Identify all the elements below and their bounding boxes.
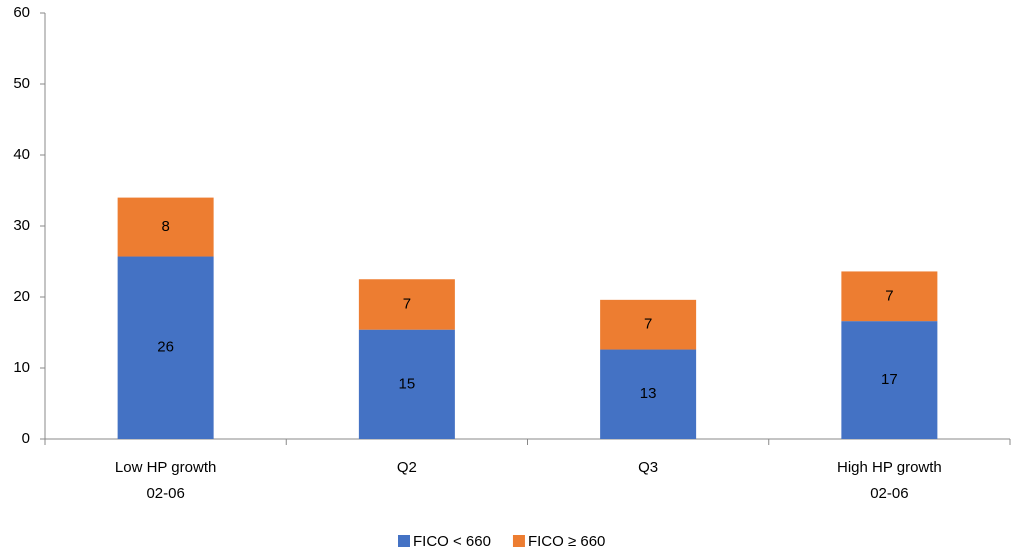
x-tick-label: High HP growth [837, 459, 942, 476]
data-label: 8 [161, 218, 169, 235]
x-tick-label: Low HP growth [115, 459, 216, 476]
legend-label: FICO ≥ 660 [528, 533, 605, 550]
x-tick-label: 02-06 [870, 485, 908, 502]
y-tick-label: 50 [13, 75, 30, 92]
x-tick-label: Q3 [638, 459, 658, 476]
y-tick-label: 40 [13, 146, 30, 163]
x-tick-label: 02-06 [146, 485, 184, 502]
y-tick-label: 10 [13, 359, 30, 376]
bar-segment [358, 329, 455, 439]
legend-swatch [398, 535, 410, 547]
data-label: 7 [885, 287, 893, 304]
bar-segment [358, 279, 455, 330]
bar-segment [600, 349, 697, 439]
y-tick-label: 20 [13, 288, 30, 305]
y-tick-label: 30 [13, 217, 30, 234]
legend-swatch [512, 535, 525, 547]
bar-segment [117, 256, 214, 439]
bar-segment [600, 299, 697, 350]
x-tick-label: Q2 [397, 459, 417, 476]
bar-segment [841, 321, 938, 439]
data-label: 17 [881, 371, 898, 388]
data-label: 7 [403, 295, 411, 312]
data-label: 7 [644, 316, 652, 333]
data-label: 26 [157, 339, 174, 356]
bar-segment [841, 271, 938, 322]
bar-segment [117, 197, 214, 257]
y-tick-label: 60 [13, 4, 30, 21]
legend-label: FICO < 660 [413, 533, 491, 550]
data-label: 15 [399, 375, 416, 392]
data-label: 13 [640, 385, 657, 402]
y-tick-label: 0 [22, 430, 30, 447]
